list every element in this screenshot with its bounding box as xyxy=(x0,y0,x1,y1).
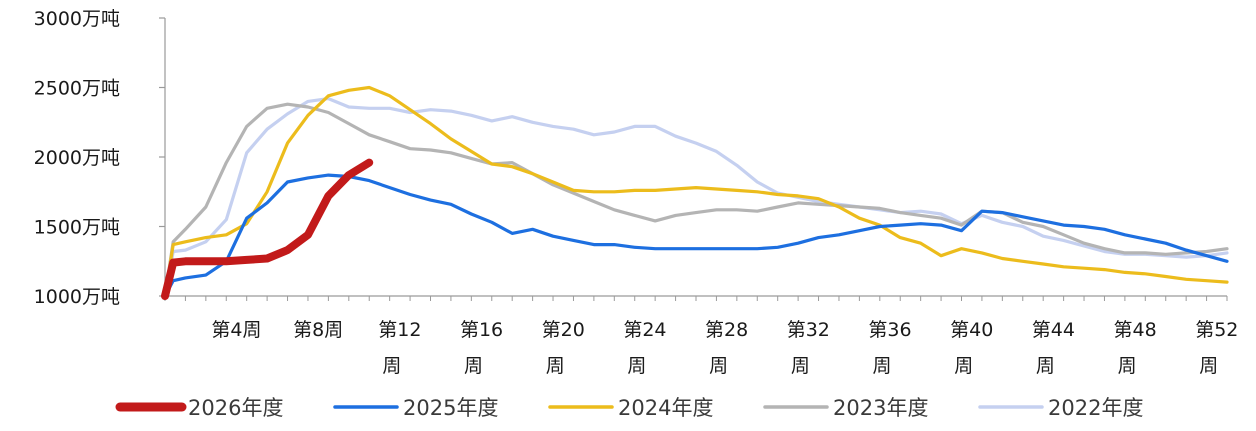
y-tick-label: 3000万吨 xyxy=(34,8,120,30)
x-tick-label-line2: 周 xyxy=(791,355,810,377)
legend: 2026年度 2025年度 2024年度 2023年度 2022年度 xyxy=(115,396,1143,420)
legend-label: 2024年度 xyxy=(618,396,713,420)
x-axis-tick-labels: 第4周 第8周 第12 周 第16 周 第20 周 第24 周 第28 周 第32 周 第36 周 第40 周 第4… xyxy=(211,319,1238,377)
x-tick-label: 第40 xyxy=(950,319,993,341)
x-tick-label-line2: 周 xyxy=(627,355,646,377)
x-tick-label-line2: 周 xyxy=(1036,355,1055,377)
series-line-2026年度 xyxy=(161,158,374,300)
legend-label: 2022年度 xyxy=(1048,396,1143,420)
x-tick-label-line2: 周 xyxy=(954,355,973,377)
x-tick-label-line2: 周 xyxy=(464,355,483,377)
y-tick-label: 1000万吨 xyxy=(34,286,120,308)
x-tick-label: 第36 xyxy=(868,319,911,341)
y-tick-label: 2500万吨 xyxy=(34,78,120,100)
series-line-2025年度 xyxy=(163,173,1229,298)
axes xyxy=(159,17,1228,301)
x-tick-label: 第44 xyxy=(1032,319,1075,341)
x-tick-label: 第32 xyxy=(787,319,830,341)
series-line-2023年度 xyxy=(163,102,1229,298)
legend-label: 2023年度 xyxy=(833,396,928,420)
x-tick-label: 第24 xyxy=(623,319,666,341)
series-lines xyxy=(161,85,1229,300)
x-tick-label: 第48 xyxy=(1114,319,1157,341)
x-tick-label: 第8周 xyxy=(293,319,343,341)
x-tick-label: 第20 xyxy=(542,319,585,341)
y-tick-label: 2000万吨 xyxy=(34,147,120,169)
x-tick-label: 第4周 xyxy=(211,319,261,341)
legend-label: 2025年度 xyxy=(403,396,498,420)
x-tick-label: 第16 xyxy=(460,319,503,341)
y-axis-tick-labels: 1000万吨 1500万吨 2000万吨 2500万吨 3000万吨 xyxy=(34,8,120,308)
x-tick-label-line2: 周 xyxy=(382,355,401,377)
x-tick-label-line2: 周 xyxy=(1199,355,1218,377)
x-tick-label-line2: 周 xyxy=(1118,355,1137,377)
y-tick-label: 1500万吨 xyxy=(34,217,120,239)
x-tick-label: 第28 xyxy=(705,319,748,341)
series-line-2024年度 xyxy=(163,85,1229,298)
x-tick-label-line2: 周 xyxy=(546,355,565,377)
x-tick-label-line2: 周 xyxy=(873,355,892,377)
x-tick-label: 第12 xyxy=(378,319,421,341)
x-tick-label-line2: 周 xyxy=(709,355,728,377)
legend-label: 2026年度 xyxy=(188,396,283,420)
x-tick-label: 第52 xyxy=(1195,319,1238,341)
